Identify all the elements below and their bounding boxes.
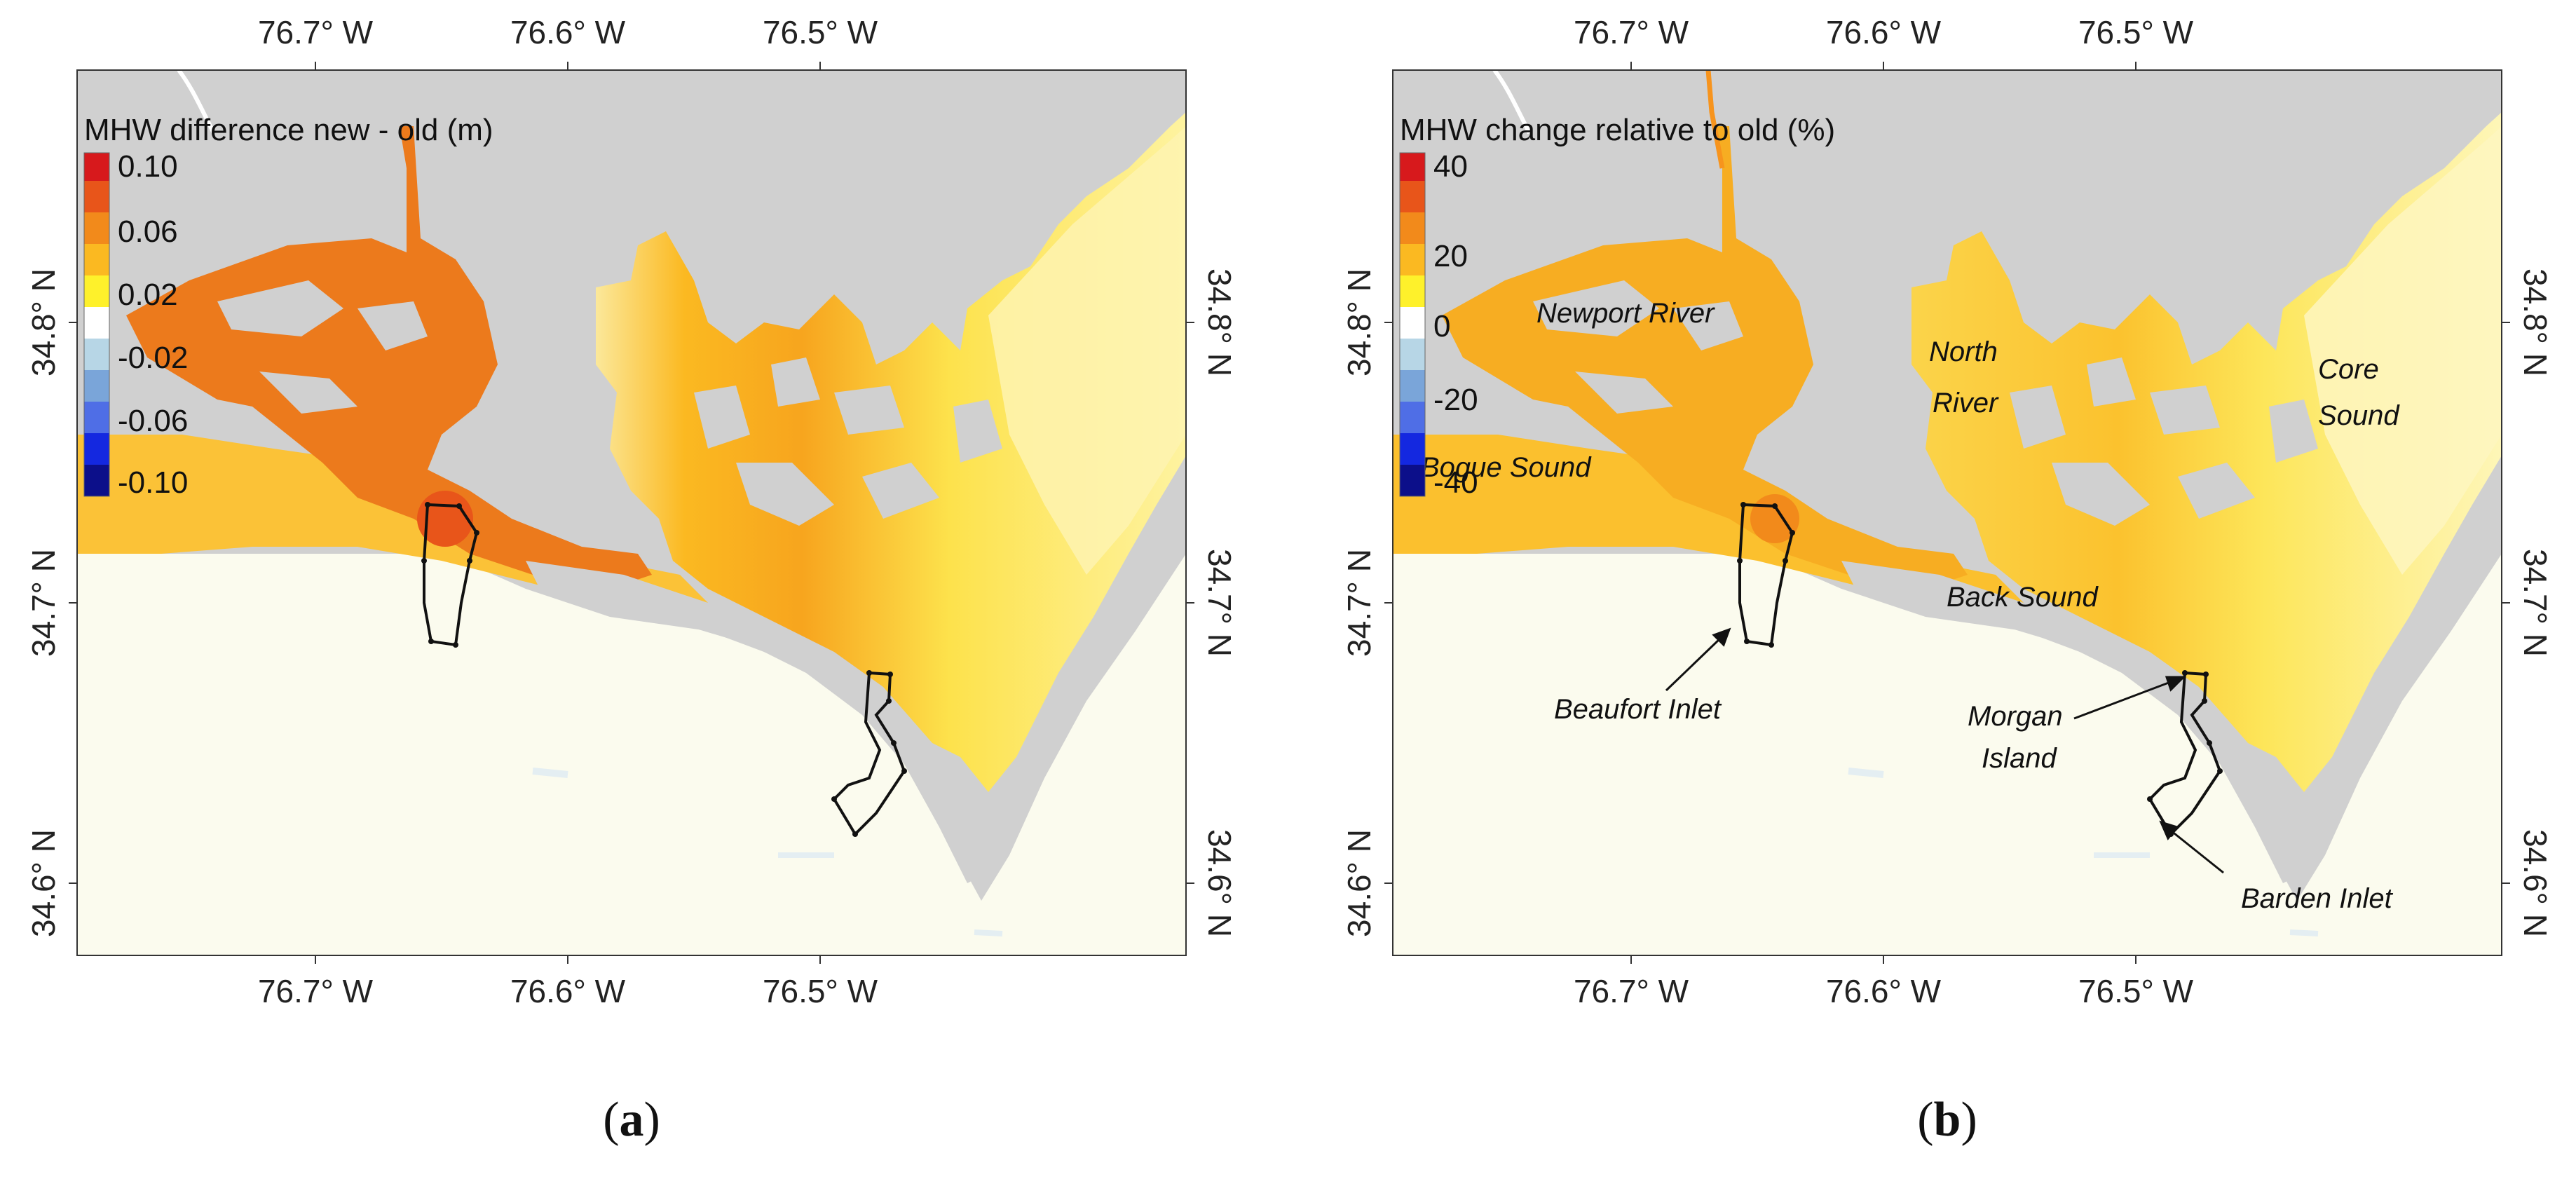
panel-b-arrows bbox=[1665, 627, 2224, 874]
panel-a-map bbox=[77, 70, 1186, 955]
panel-a-legend-label: 0.06 bbox=[118, 214, 178, 249]
panel-a-left-tick: 34.7° N bbox=[25, 549, 62, 657]
place-label-bogue-sound: Bogue Sound bbox=[1421, 452, 1592, 483]
place-label-back-sound: Back Sound bbox=[1947, 582, 2099, 613]
panel-b-top-tick: 76.6° W bbox=[1826, 14, 1942, 50]
panel-b-right-tick: 34.7° N bbox=[2517, 549, 2554, 657]
panel-b-bottom-tick: 76.5° W bbox=[2078, 973, 2194, 1009]
panel-a-top-tick: 76.5° W bbox=[763, 14, 878, 50]
panel-a-color-ramp bbox=[83, 152, 110, 497]
place-label-core: Core bbox=[2318, 354, 2379, 385]
panel-b-newport-river bbox=[1442, 126, 1968, 589]
panel-a-legend-label: 0.10 bbox=[118, 149, 178, 184]
panel-a-bottom-tick: 76.5° W bbox=[763, 973, 878, 1009]
panel-b-legend-label: 0 bbox=[1433, 309, 1450, 343]
panel-a-legend: MHW difference new - old (m) 0.10 0.06 0… bbox=[83, 113, 493, 500]
panel-b: Newport River North River Core Sound Bog… bbox=[1341, 14, 2554, 1147]
panel-b-legend-label: -20 bbox=[1433, 383, 1478, 417]
panel-b-legend-title: MHW change relative to old (%) bbox=[1400, 113, 1835, 147]
panel-b-beaufort-polygon bbox=[1738, 503, 1794, 647]
panel-a-barden-polygon bbox=[832, 671, 906, 837]
panel-b-color-ramp bbox=[1399, 152, 1426, 497]
place-label-sound: Sound bbox=[2318, 400, 2400, 431]
panel-a-left-tick: 34.6° N bbox=[25, 829, 62, 937]
panel-a-legend-label: -0.02 bbox=[118, 341, 188, 375]
panel-b-caption: (b) bbox=[1917, 1093, 1977, 1147]
place-label-island: Island bbox=[1982, 743, 2057, 774]
panel-b-map: Newport River North River Core Sound Bog… bbox=[1393, 70, 2502, 955]
panel-a-caption: (a) bbox=[603, 1093, 660, 1147]
panel-a-legend-label: -0.06 bbox=[118, 404, 188, 438]
panel-b-legend-label: 40 bbox=[1433, 149, 1468, 184]
place-label-barden-inlet: Barden Inlet bbox=[2241, 883, 2394, 914]
panel-b-left-tick: 34.7° N bbox=[1341, 549, 1377, 657]
panel-a-newport-river bbox=[126, 126, 652, 589]
panel-b-left-tick: 34.8° N bbox=[1341, 268, 1377, 376]
panel-a-bottom-tick: 76.6° W bbox=[510, 973, 626, 1009]
panel-b-right-tick: 34.6° N bbox=[2517, 829, 2554, 937]
panel-b-legend-label: -40 bbox=[1433, 465, 1478, 500]
panel-b-legend: MHW change relative to old (%) 40 20 0 -… bbox=[1399, 113, 1835, 500]
panel-b-barden-polygon bbox=[2148, 671, 2222, 837]
panel-a-right-tick: 34.7° N bbox=[1201, 549, 1238, 657]
panel-a-legend-title: MHW difference new - old (m) bbox=[84, 113, 493, 147]
panel-b-top-tick: 76.5° W bbox=[2078, 14, 2194, 50]
panel-a-legend-label: -0.10 bbox=[118, 465, 188, 500]
panel-a-left-tick: 34.8° N bbox=[25, 268, 62, 376]
panel-a-top-tick: 76.7° W bbox=[258, 14, 374, 50]
panel-a-top-tick: 76.6° W bbox=[510, 14, 626, 50]
panel-b-left-tick: 34.6° N bbox=[1341, 829, 1377, 937]
panel-a: MHW difference new - old (m) 0.10 0.06 0… bbox=[25, 14, 1238, 1147]
panel-a-legend-label: 0.02 bbox=[118, 278, 178, 312]
place-label-newport-river: Newport River bbox=[1536, 298, 1715, 329]
place-label-morgan: Morgan bbox=[1968, 701, 2063, 732]
panel-b-tick-marks bbox=[1384, 62, 2510, 964]
panel-a-right-tick: 34.8° N bbox=[1201, 268, 1238, 376]
panel-b-top-tick: 76.7° W bbox=[1574, 14, 1689, 50]
place-label-north: North bbox=[1929, 336, 1998, 367]
panel-b-bottom-tick: 76.6° W bbox=[1826, 973, 1942, 1009]
panel-a-bottom-tick: 76.7° W bbox=[258, 973, 374, 1009]
place-label-beaufort-inlet: Beaufort Inlet bbox=[1554, 694, 1722, 725]
place-label-river: River bbox=[1933, 388, 1999, 418]
panel-a-tick-marks bbox=[69, 62, 1194, 964]
panel-b-right-tick: 34.8° N bbox=[2517, 268, 2554, 376]
panel-a-beaufort-polygon bbox=[423, 503, 479, 647]
panel-a-right-tick: 34.6° N bbox=[1201, 829, 1238, 937]
panel-b-bottom-tick: 76.7° W bbox=[1574, 973, 1689, 1009]
panel-b-legend-label: 20 bbox=[1433, 239, 1468, 273]
